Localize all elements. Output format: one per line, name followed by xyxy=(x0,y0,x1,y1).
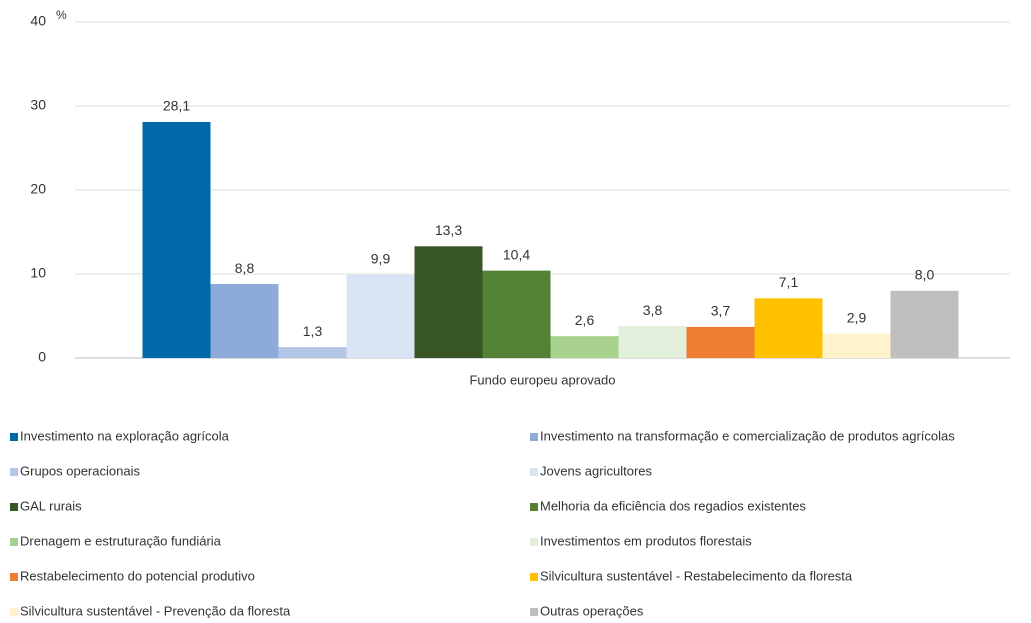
legend-label: Investimento na transformação e comercia… xyxy=(540,428,955,443)
value-label: 7,1 xyxy=(779,274,799,290)
y-tick-label: 40 xyxy=(30,13,46,29)
value-label: 2,9 xyxy=(847,309,867,325)
y-unit: % xyxy=(56,8,67,22)
bar xyxy=(822,333,891,358)
bar xyxy=(346,274,415,358)
value-label: 13,3 xyxy=(435,222,462,238)
value-label: 8,8 xyxy=(235,260,255,276)
legend-label: Silvicultura sustentável - Restabelecime… xyxy=(540,568,853,583)
legend-label: Investimentos em produtos florestais xyxy=(540,533,752,548)
legend-label: Drenagem e estruturação fundiária xyxy=(20,533,222,548)
bar xyxy=(278,347,347,358)
bar xyxy=(890,290,959,358)
legend-swatch xyxy=(530,608,538,616)
value-label: 2,6 xyxy=(575,312,595,328)
bar xyxy=(414,246,483,358)
bar xyxy=(754,298,823,358)
legend-label: Jovens agricultores xyxy=(540,463,652,478)
legend-swatch xyxy=(10,468,18,476)
y-tick-label: 10 xyxy=(30,265,46,281)
legend-label: Melhoria da eficiência dos regadios exis… xyxy=(540,498,806,513)
y-tick-label: 20 xyxy=(30,181,46,197)
legend-label: Silvicultura sustentável - Prevenção da … xyxy=(20,603,291,618)
legend-swatch xyxy=(10,433,18,441)
bar xyxy=(550,336,619,358)
y-tick-label: 30 xyxy=(30,97,46,113)
bar xyxy=(482,270,551,358)
value-label: 1,3 xyxy=(303,323,323,339)
legend-swatch xyxy=(530,538,538,546)
legend-swatch xyxy=(530,468,538,476)
bar xyxy=(142,121,211,359)
legend-swatch xyxy=(10,538,18,546)
x-tick-label: Fundo europeu aprovado xyxy=(469,372,615,387)
value-label: 28,1 xyxy=(163,98,190,114)
bar xyxy=(686,326,755,358)
value-label: 9,9 xyxy=(371,251,391,267)
y-tick-label: 0 xyxy=(38,349,46,365)
legend-label: Investimento na exploração agrícola xyxy=(20,428,230,443)
legend-label: Outras operações xyxy=(540,603,644,618)
legend-label: Grupos operacionais xyxy=(20,463,140,478)
legend-swatch xyxy=(10,503,18,511)
value-label: 8,0 xyxy=(915,267,935,283)
legend-label: GAL rurais xyxy=(20,498,82,513)
legend-swatch xyxy=(10,573,18,581)
legend-swatch xyxy=(10,608,18,616)
value-label: 10,4 xyxy=(503,246,530,262)
legend-swatch xyxy=(530,503,538,511)
legend-swatch xyxy=(530,573,538,581)
bar xyxy=(210,284,279,358)
legend-swatch xyxy=(530,433,538,441)
value-label: 3,7 xyxy=(711,303,731,319)
legend-label: Restabelecimento do potencial produtivo xyxy=(20,568,255,583)
value-label: 3,8 xyxy=(643,302,663,318)
bar xyxy=(618,326,687,358)
